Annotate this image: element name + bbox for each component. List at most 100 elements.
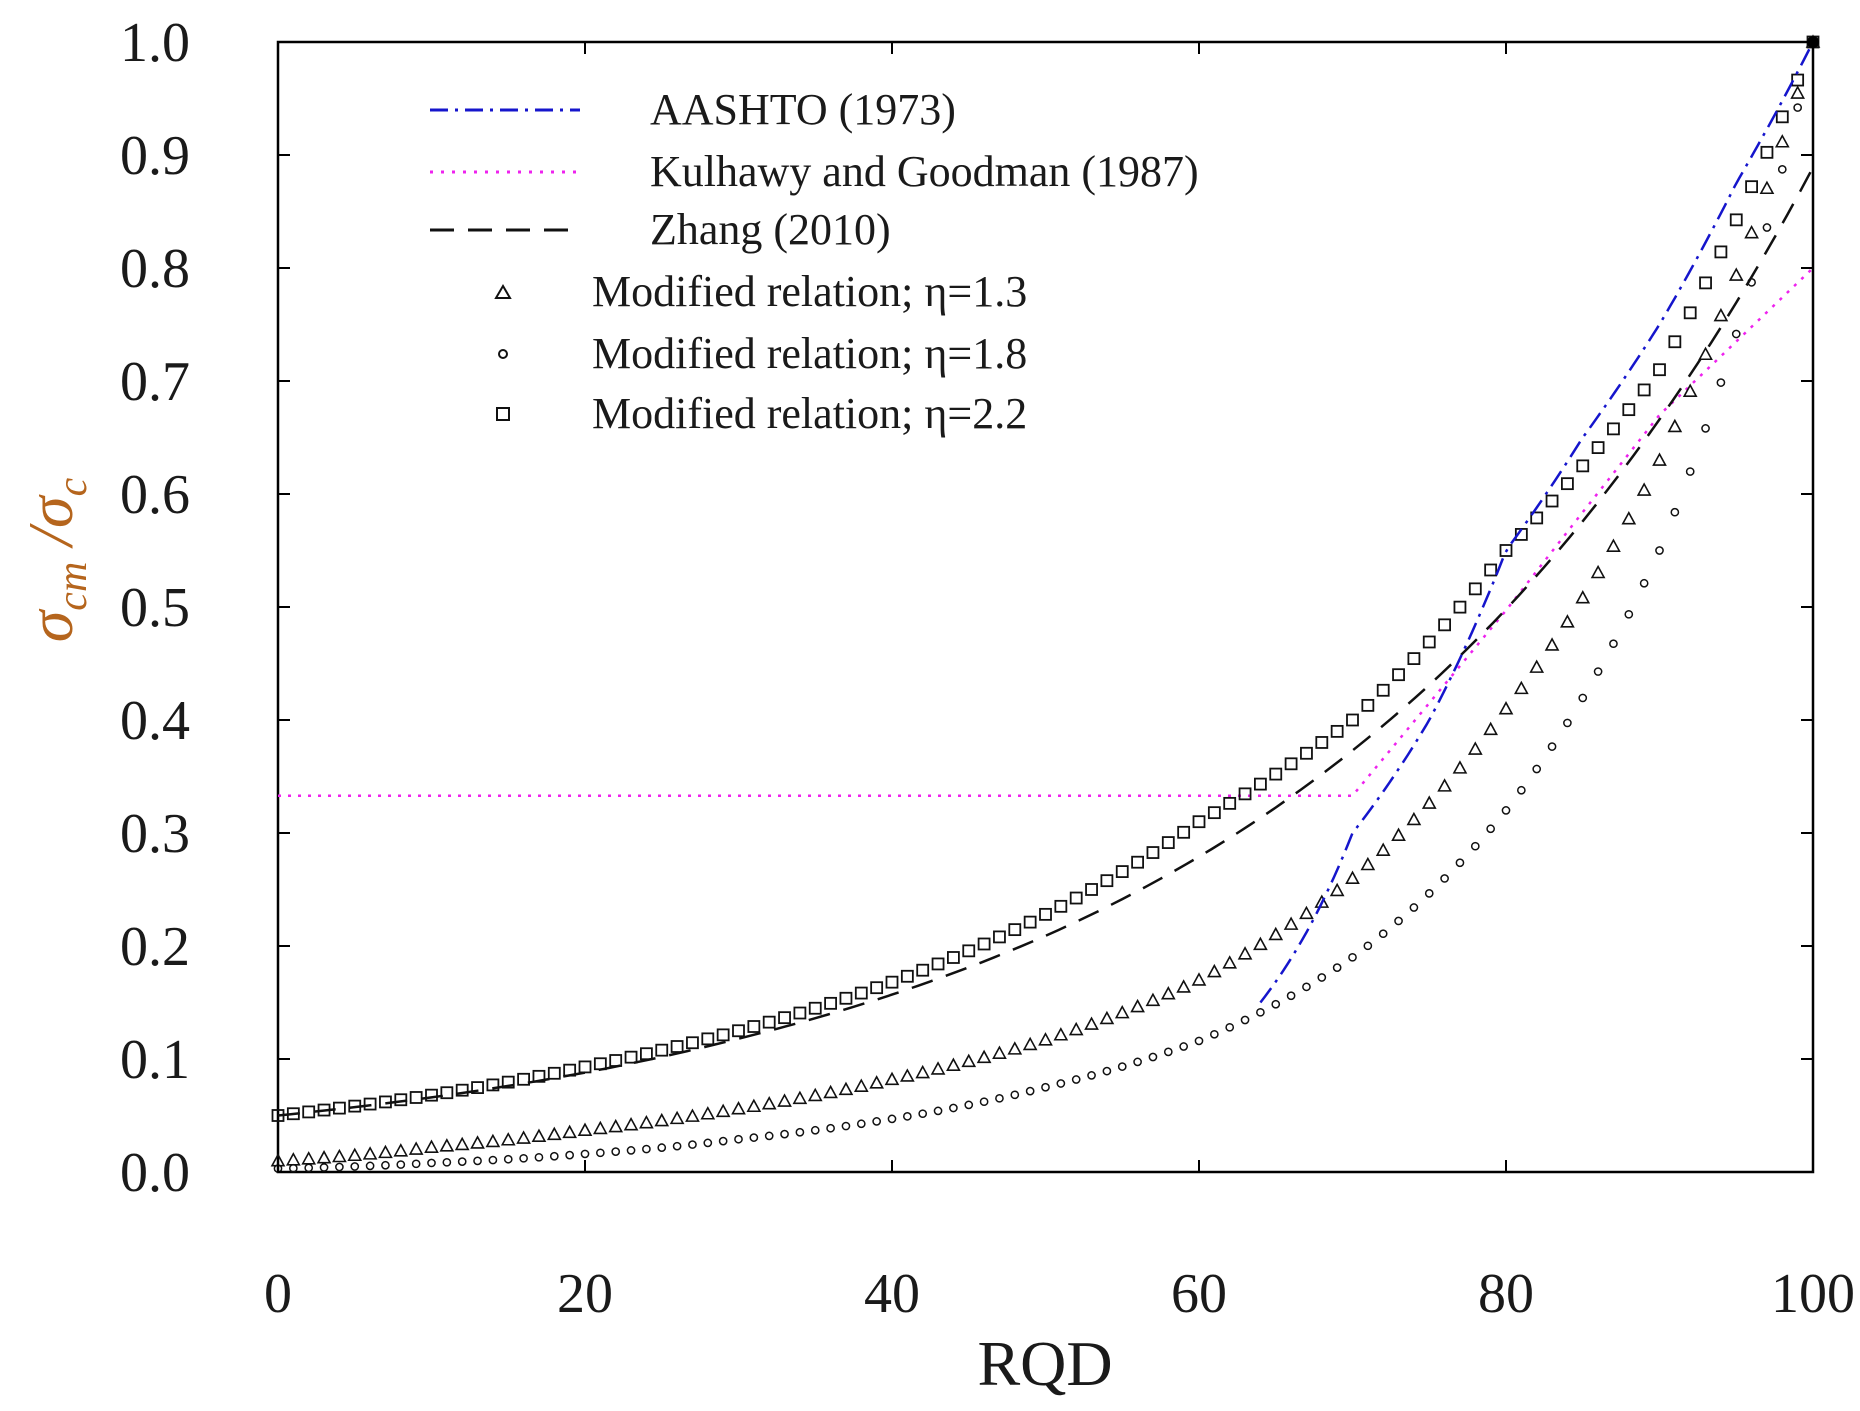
eta13-point (807, 1087, 823, 1102)
eta13-point (715, 1103, 731, 1118)
eta13-point (1253, 936, 1268, 951)
y-axis-title: σcm /σc (15, 477, 96, 642)
eta13-point (685, 1108, 700, 1122)
eta22-point (1422, 635, 1436, 649)
eta18-point (1378, 929, 1388, 939)
eta22-point (624, 1050, 638, 1064)
eta22-point (1238, 787, 1252, 801)
eta22-point (1008, 923, 1022, 937)
legend-label-zhang: Zhang (2010) (650, 205, 891, 254)
eta13-point (1283, 916, 1299, 930)
eta13-point (853, 1078, 869, 1092)
eta13-point (1467, 741, 1483, 755)
eta13-point (1207, 963, 1222, 978)
eta13-point (1667, 418, 1683, 433)
eta22-point (1499, 544, 1513, 557)
y-axis-ticks: 0.0 0.1 0.2 0.3 0.4 0.5 0.6 0.7 0.8 0.9 1.0 (120, 12, 1813, 1204)
eta13-point (1130, 998, 1145, 1013)
eta13-point (1636, 482, 1652, 496)
eta18-point (872, 1117, 882, 1126)
eta22-point (762, 1015, 776, 1029)
eta13-point (746, 1098, 762, 1113)
eta18-point (1102, 1066, 1112, 1076)
eta18-point (918, 1109, 928, 1119)
eta22-point (716, 1028, 730, 1042)
eta13-point (1744, 225, 1759, 239)
eta18-point (903, 1111, 912, 1121)
eta13-point (1560, 614, 1575, 628)
eta13-point (900, 1068, 915, 1082)
eta13-point (777, 1093, 792, 1107)
eta22-point (1729, 213, 1743, 227)
eta13-point (1498, 701, 1514, 715)
eta18-point (657, 1143, 667, 1153)
eta22-point (885, 975, 899, 989)
x-tick-label: 20 (557, 1263, 613, 1325)
eta18-point (749, 1133, 759, 1142)
eta13-point (639, 1114, 654, 1129)
eta18-point (1532, 764, 1542, 774)
eta13-point (485, 1133, 501, 1148)
eta13-point (546, 1126, 562, 1141)
eta13-point (1160, 986, 1176, 1000)
eta18-point (887, 1114, 897, 1124)
eta22-point (931, 957, 945, 971)
eta13-point (1514, 680, 1529, 695)
eta18-point (442, 1157, 452, 1167)
eta22-point (824, 996, 837, 1010)
legend-label-eta22: Modified relation; η=2.2 (592, 389, 1027, 438)
eta13-point (562, 1124, 577, 1139)
y-tick-label: 0.4 (120, 690, 190, 752)
eta22-point (578, 1060, 592, 1074)
eta13-point (731, 1101, 746, 1115)
eta22-point (1622, 403, 1636, 417)
eta13-point (1544, 637, 1560, 651)
eta18-point (519, 1153, 528, 1163)
eta13-point (531, 1128, 547, 1143)
eta18-point (810, 1125, 820, 1135)
eta13-point (316, 1150, 332, 1164)
eta18-point (964, 1100, 974, 1110)
y-tick-label: 0.9 (120, 125, 190, 187)
eta18-point (841, 1121, 851, 1131)
eta18-point (1363, 941, 1373, 951)
eta18-point (1517, 785, 1526, 795)
eta18-point (580, 1149, 590, 1159)
eta18-point (289, 1163, 298, 1173)
legend-label-kulhawy: Kulhawy and Goodman (1987) (650, 147, 1199, 196)
eta13-point (362, 1146, 378, 1160)
eta18-point (1332, 963, 1342, 972)
eta13-point (961, 1053, 977, 1068)
eta13-point (1652, 452, 1667, 466)
eta22-point (1330, 724, 1344, 738)
eta22-point (440, 1086, 454, 1100)
eta13-point (1360, 856, 1376, 871)
eta18-point (764, 1131, 774, 1141)
legend-marker-circle (498, 349, 508, 359)
eta18-point (1071, 1075, 1081, 1084)
eta18-point (642, 1144, 651, 1154)
y-tick-label: 0.3 (120, 803, 190, 865)
eta22-point (455, 1083, 469, 1097)
eta18-point (780, 1129, 789, 1139)
eta13-point (1222, 955, 1238, 969)
eta18-point (688, 1140, 697, 1149)
y-tick-label: 0.7 (120, 351, 190, 413)
eta18-point (503, 1154, 513, 1164)
eta13-point (1575, 590, 1591, 604)
eta22-point (1346, 713, 1359, 727)
eta18-point (381, 1160, 390, 1170)
eta13-point (700, 1106, 716, 1120)
eta18-point (1302, 982, 1311, 992)
eta22-point (1085, 883, 1098, 896)
eta13-point (1375, 842, 1391, 856)
eta13-point (378, 1144, 393, 1159)
zhang-line (277, 166, 1815, 1117)
eta22-point (1699, 276, 1712, 290)
eta18-point (1194, 1036, 1204, 1046)
eta22-point (1023, 915, 1037, 929)
aashto-series-group (1259, 41, 1815, 1004)
eta22-point (854, 986, 868, 1000)
legend-label-eta13: Modified relation; η=1.3 (592, 267, 1027, 316)
